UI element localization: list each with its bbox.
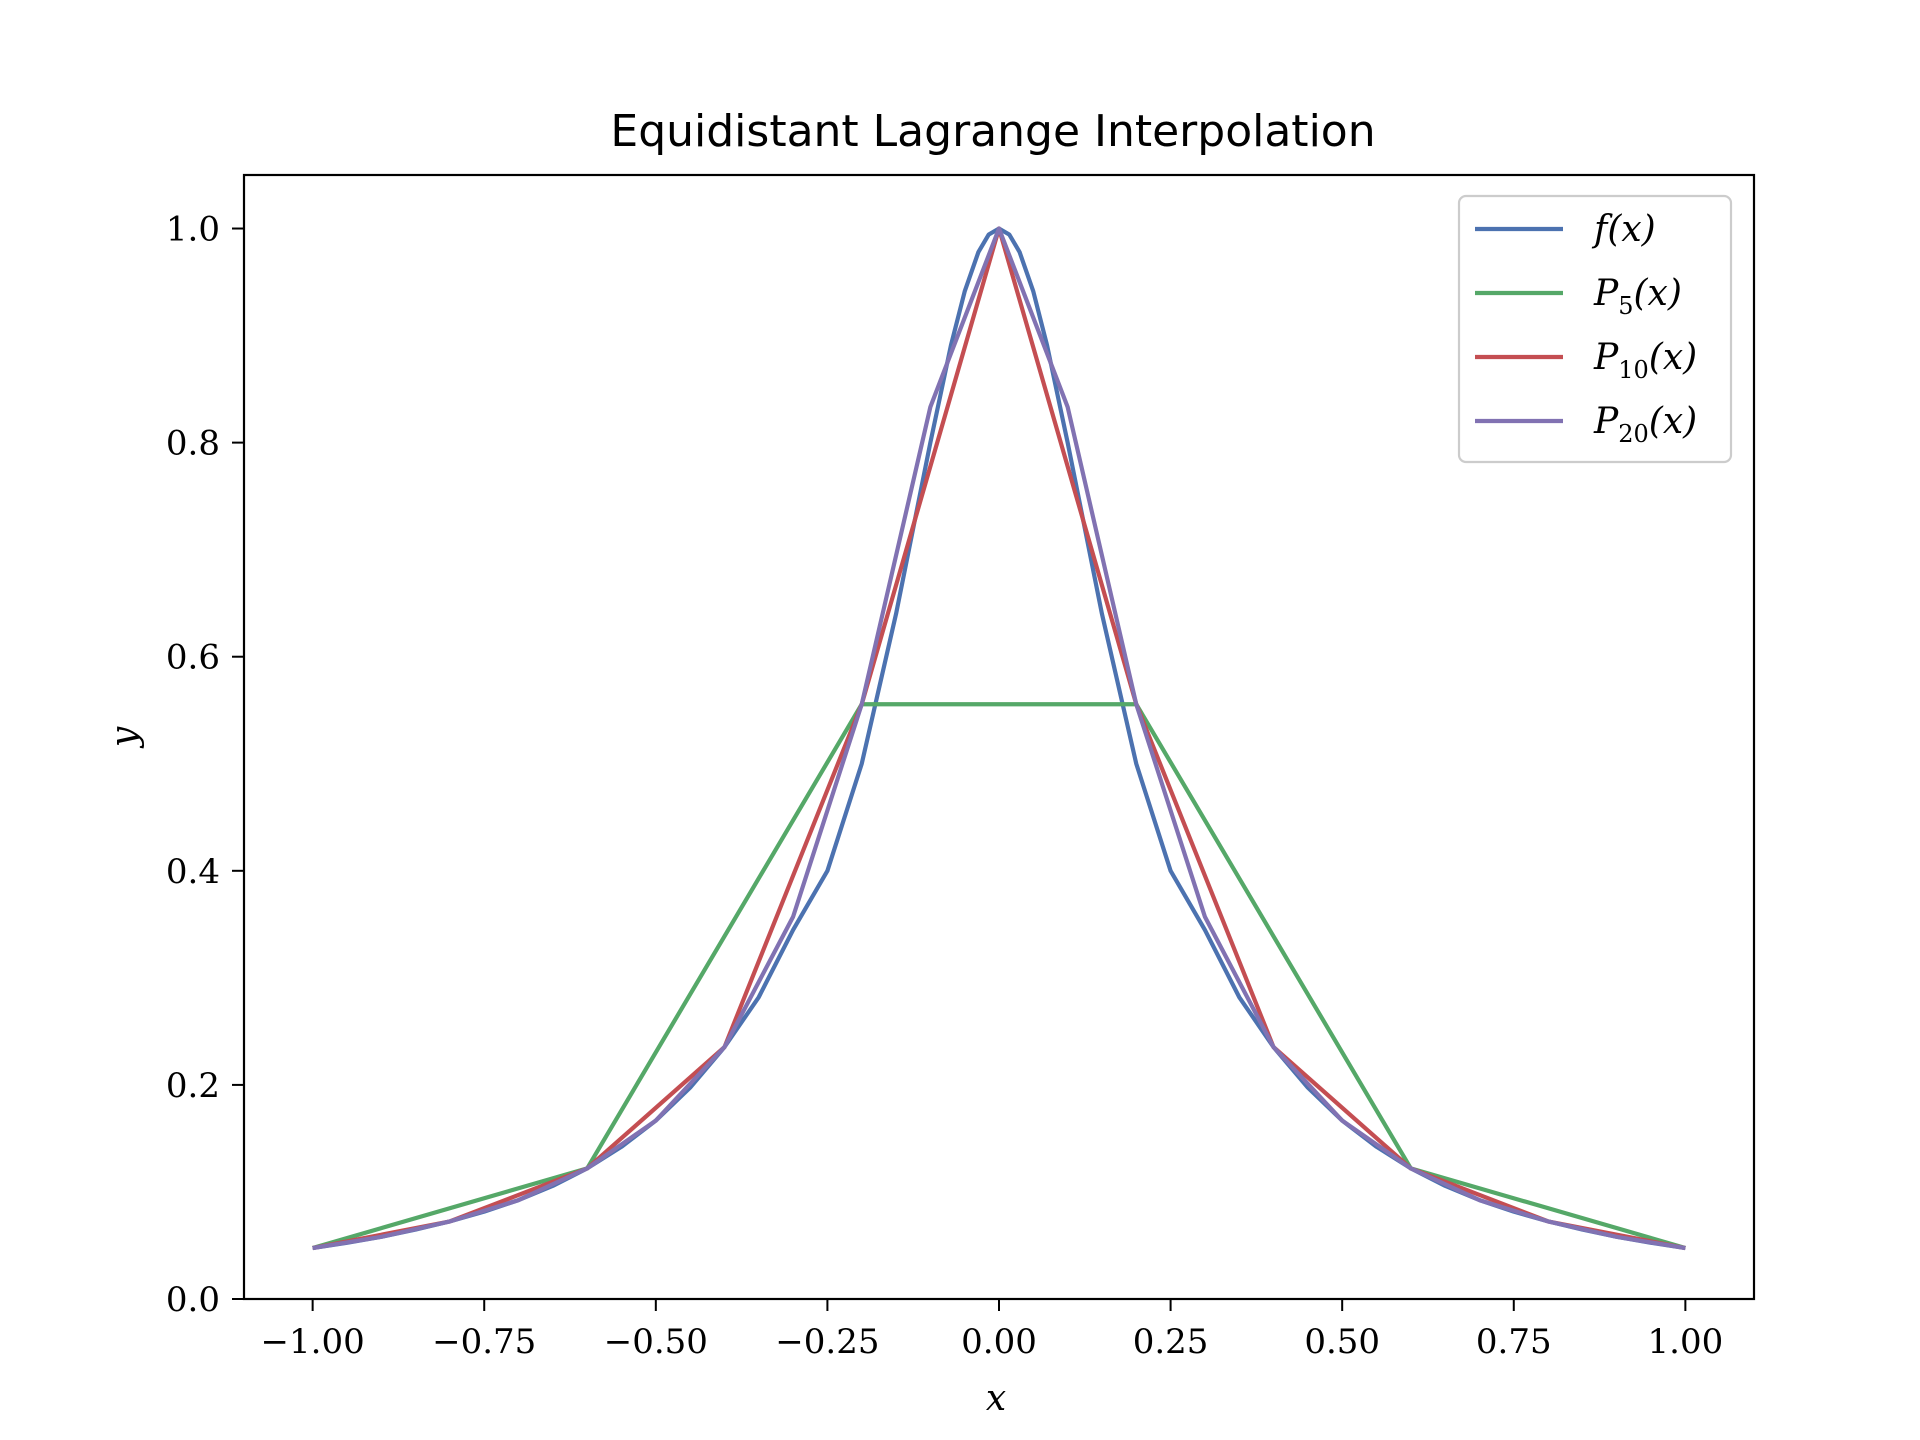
legend-label-p10-x: P10(x) (1593, 337, 1697, 384)
legend-label-p5-x: P5(x) (1593, 273, 1682, 320)
legend-label-tail: (x) (1649, 401, 1697, 442)
x-tick-label: 0.00 (961, 1322, 1037, 1362)
series-line-p5-x (312, 702, 1686, 1251)
x-tick-label: −0.75 (432, 1322, 536, 1362)
y-tick-label: 0.6 (166, 638, 220, 678)
series-layer (312, 226, 1686, 1251)
y-tick-label: 0.8 (166, 424, 220, 464)
x-tick-label: 1.00 (1648, 1322, 1724, 1362)
legend-label-subscript: 5 (1618, 292, 1633, 320)
x-tick-label: −0.50 (604, 1322, 708, 1362)
y-tick-label: 0.2 (166, 1066, 220, 1106)
legend-label-main: P (1593, 401, 1619, 442)
legend-items: f(x)P5(x)P10(x)P20(x) (1475, 209, 1697, 448)
y-tick-label: 1.0 (166, 210, 220, 250)
x-tick-label: 0.25 (1133, 1322, 1209, 1362)
x-tick-label: −1.00 (261, 1322, 365, 1362)
x-tick-label: 0.50 (1304, 1322, 1380, 1362)
legend: f(x)P5(x)P10(x)P20(x) (1457, 194, 1733, 464)
legend-label-subscript: 20 (1618, 420, 1649, 448)
y-tick-label: 0.0 (166, 1280, 220, 1320)
legend-label-tail: (x) (1649, 337, 1697, 378)
legend-label-p20-x: P20(x) (1593, 401, 1697, 448)
legend-label-main: f(x) (1591, 209, 1656, 250)
y-axis-label: y (104, 726, 145, 749)
legend-label-main: P (1593, 273, 1619, 314)
x-tick-label: −0.25 (775, 1322, 879, 1362)
y-axis: 0.0 0.2 0.4 0.6 0.8 1.0 (166, 210, 244, 1320)
legend-label-tail: (x) (1634, 273, 1682, 314)
legend-box (1457, 194, 1733, 464)
chart-title: Equidistant Lagrange Interpolation (610, 106, 1375, 157)
legend-label-subscript: 10 (1618, 356, 1649, 384)
legend-label-f-x: f(x) (1591, 209, 1656, 250)
x-axis-label: x (986, 1378, 1006, 1419)
series-line-p20-x (312, 226, 1686, 1251)
legend-label-main: P (1593, 337, 1619, 378)
x-tick-label: 0.75 (1476, 1322, 1552, 1362)
y-tick-label: 0.4 (166, 852, 220, 892)
x-axis: −1.00 −0.75 −0.50 −0.25 0.00 0.25 0.50 0.75 1.00 (261, 1299, 1724, 1362)
